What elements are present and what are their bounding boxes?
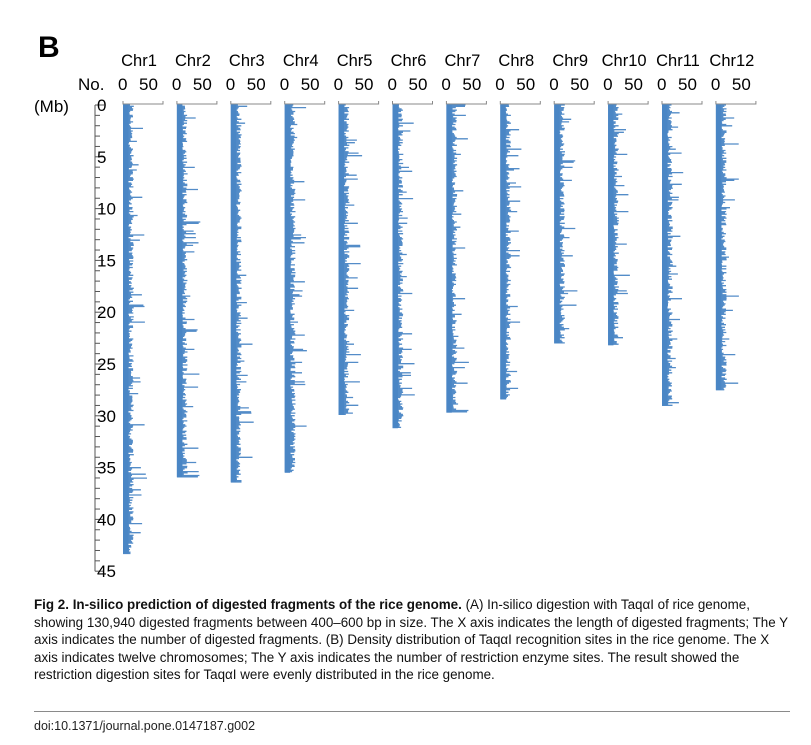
x-tick-label: 50 — [732, 75, 751, 94]
x-tick-label: 50 — [409, 75, 428, 94]
chromosome-label: Chr1 — [121, 52, 157, 70]
density-core — [715, 105, 722, 390]
x-tick-label: 50 — [624, 75, 643, 94]
chromosome-label: Chr11 — [656, 52, 700, 70]
chromosome-chr3: Chr3 0 50 — [226, 52, 272, 483]
x-tick-label: 0 — [711, 75, 720, 94]
chromosome-label: Chr9 — [552, 52, 588, 70]
density-core — [554, 105, 560, 344]
chromosome-label: Chr10 — [602, 52, 647, 70]
density-core — [500, 105, 506, 400]
chromosome-chr10: Chr10 0 50 — [602, 52, 649, 346]
x-tick-label: 0 — [549, 75, 558, 94]
y-tick-label: 40 — [97, 510, 116, 529]
density-core — [392, 105, 398, 429]
x-tick-label: 50 — [355, 75, 374, 94]
chromosome-label: Chr7 — [445, 52, 481, 70]
x-tick-label: 0 — [172, 75, 181, 94]
x-tick-label: 0 — [495, 75, 504, 94]
x-axis-line — [230, 101, 272, 105]
caption-divider — [34, 711, 790, 712]
x-tick-label: 50 — [247, 75, 266, 94]
x-tick-label: 0 — [226, 75, 235, 94]
x-tick-label: 50 — [301, 75, 320, 94]
x-tick-label: 50 — [516, 75, 535, 94]
x-tick-label: 0 — [441, 75, 450, 94]
chromosome-chr12: Chr12 0 50 — [709, 52, 757, 391]
chromosome-chr7: Chr7 0 50 — [441, 52, 487, 413]
x-tick-label: 50 — [139, 75, 158, 94]
y-tick-label: 25 — [97, 355, 116, 374]
x-tick-label: 50 — [193, 75, 212, 94]
x-axis-line — [284, 101, 326, 105]
density-core — [230, 105, 237, 483]
x-axis-line — [607, 101, 649, 105]
x-axis-line — [715, 101, 757, 105]
chromosome-chr5: Chr5 0 50 — [334, 52, 380, 416]
x-tick-label: 50 — [570, 75, 589, 94]
y-tick-label: 45 — [97, 562, 116, 581]
density-core — [662, 105, 668, 406]
chromosome-label: Chr12 — [709, 52, 754, 70]
y-tick-label: 5 — [97, 148, 106, 167]
x-tick-label: 0 — [657, 75, 666, 94]
x-axis-line — [499, 101, 541, 105]
doi-text: doi:10.1371/journal.pone.0147187.g002 — [34, 719, 256, 733]
x-tick-label: 0 — [603, 75, 612, 94]
y-axis-label: (Mb) — [34, 97, 69, 116]
y-tick-label: 35 — [97, 459, 116, 478]
chromosome-label: Chr3 — [229, 52, 265, 70]
y-tick-label: 10 — [97, 200, 116, 219]
chromosome-chr6: Chr6 0 50 — [388, 52, 433, 429]
figure-caption: Fig 2. In-silico prediction of digested … — [34, 596, 790, 684]
chromosome-chr11: Chr11 0 50 — [656, 52, 703, 406]
chromosome-chr9: Chr9 0 50 — [549, 52, 595, 344]
density-core — [608, 105, 614, 346]
x-tick-label: 0 — [118, 75, 127, 94]
x-axis-line — [176, 101, 218, 105]
x-tick-label: 0 — [334, 75, 343, 94]
chromosome-label: Chr8 — [498, 52, 534, 70]
chromosome-chr8: Chr8 0 50 — [495, 52, 541, 400]
y-tick-label: 20 — [97, 303, 116, 322]
caption-body: (A) In-silico digestion with TaqαI of ri… — [34, 597, 788, 682]
x-axis-line — [122, 101, 164, 105]
y-axis: 0 5 10 15 20 25 30 35 40 45 — [94, 96, 116, 581]
chromosome-chr1: Chr1 0 50 — [118, 52, 164, 555]
chromosome-chr4: Chr4 0 50 — [280, 52, 326, 473]
chromosome-label: Chr4 — [283, 52, 319, 70]
x-axis-line — [553, 101, 595, 105]
density-core — [338, 105, 344, 415]
panel-label: B — [38, 31, 60, 64]
x-axis-label: No. — [78, 75, 104, 94]
chromosome-label: Chr5 — [337, 52, 373, 70]
x-tick-label: 50 — [462, 75, 481, 94]
y-tick-label: 0 — [97, 96, 106, 115]
x-axis-line — [661, 101, 703, 105]
y-tick-label: 30 — [97, 407, 116, 426]
density-core — [284, 105, 291, 473]
chromosome-label: Chr6 — [391, 52, 427, 70]
x-tick-label: 0 — [388, 75, 397, 94]
y-tick-label: 15 — [97, 251, 116, 270]
x-tick-label: 0 — [280, 75, 289, 94]
density-core — [123, 105, 129, 554]
chromosome-chr2: Chr2 0 50 — [172, 52, 218, 478]
x-tick-label: 50 — [678, 75, 697, 94]
x-axis-line — [338, 101, 380, 105]
density-core — [446, 105, 452, 413]
density-core — [176, 105, 183, 477]
x-axis-line — [392, 101, 433, 105]
caption-fig-label: Fig 2. — [34, 597, 69, 612]
chromosome-label: Chr2 — [175, 52, 211, 70]
x-axis-line — [445, 101, 487, 105]
caption-title: In-silico prediction of digested fragmen… — [72, 597, 462, 612]
